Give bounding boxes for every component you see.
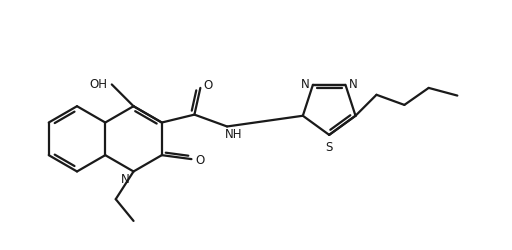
Text: N: N [349, 78, 357, 91]
Text: NH: NH [225, 128, 243, 141]
Text: OH: OH [90, 78, 108, 90]
Text: O: O [196, 153, 205, 166]
Text: N: N [301, 78, 310, 91]
Text: N: N [121, 173, 130, 186]
Text: O: O [203, 79, 212, 92]
Text: S: S [326, 140, 333, 153]
